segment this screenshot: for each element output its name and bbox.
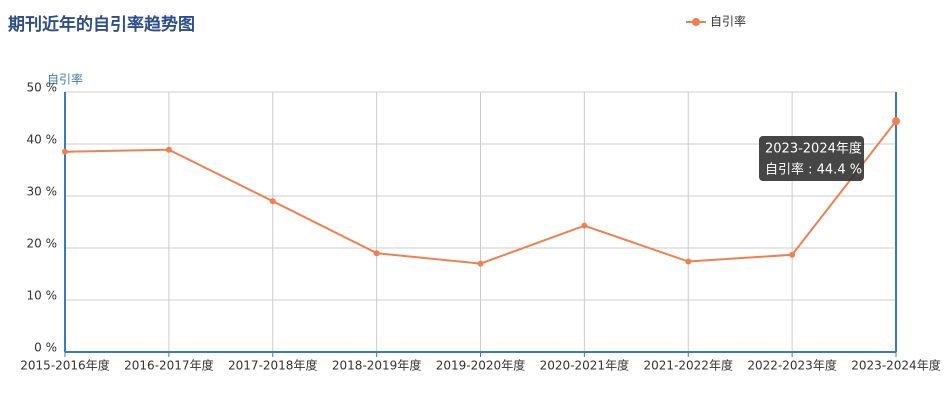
x-tick-label: 2022-2023年度: [747, 358, 836, 373]
y-tick-label: 20 %: [27, 237, 58, 251]
data-point: [789, 251, 796, 258]
tooltip-box: [759, 136, 864, 181]
data-point: [165, 146, 172, 153]
x-tick-label: 2015-2016年度: [20, 358, 109, 373]
x-tick-label: 2021-2022年度: [644, 358, 733, 373]
y-tick-label: 40 %: [27, 133, 58, 147]
x-tick-label: 2019-2020年度: [436, 358, 525, 373]
data-point: [581, 222, 588, 229]
x-tick-label: 2018-2019年度: [332, 358, 421, 373]
data-point: [62, 148, 68, 155]
x-tick-label: 2016-2017年度: [124, 358, 213, 373]
y-tick-label: 50 %: [27, 81, 58, 95]
x-tick-label: 2017-2018年度: [228, 358, 317, 373]
y-tick-label: 10 %: [27, 289, 58, 303]
data-point: [892, 117, 900, 126]
tooltip-title: 2023-2024年度: [765, 141, 862, 157]
chart-title: 期刊近年的自引率趋势图: [8, 14, 195, 35]
data-point: [373, 250, 380, 257]
data-point: [477, 260, 484, 267]
data-point: [685, 258, 692, 265]
y-axis-label: 自引率: [47, 72, 83, 87]
y-tick-label: 30 %: [27, 185, 58, 199]
legend-label: 自引率: [710, 14, 746, 29]
legend-marker: [692, 18, 700, 26]
x-tick-label: 2020-2021年度: [540, 358, 629, 373]
y-tick-label: 0 %: [34, 341, 57, 355]
tooltip-text: 自引率 : 44.4 %: [765, 162, 862, 178]
data-point: [269, 198, 276, 205]
x-tick-label: 2023-2024年度: [851, 358, 940, 373]
